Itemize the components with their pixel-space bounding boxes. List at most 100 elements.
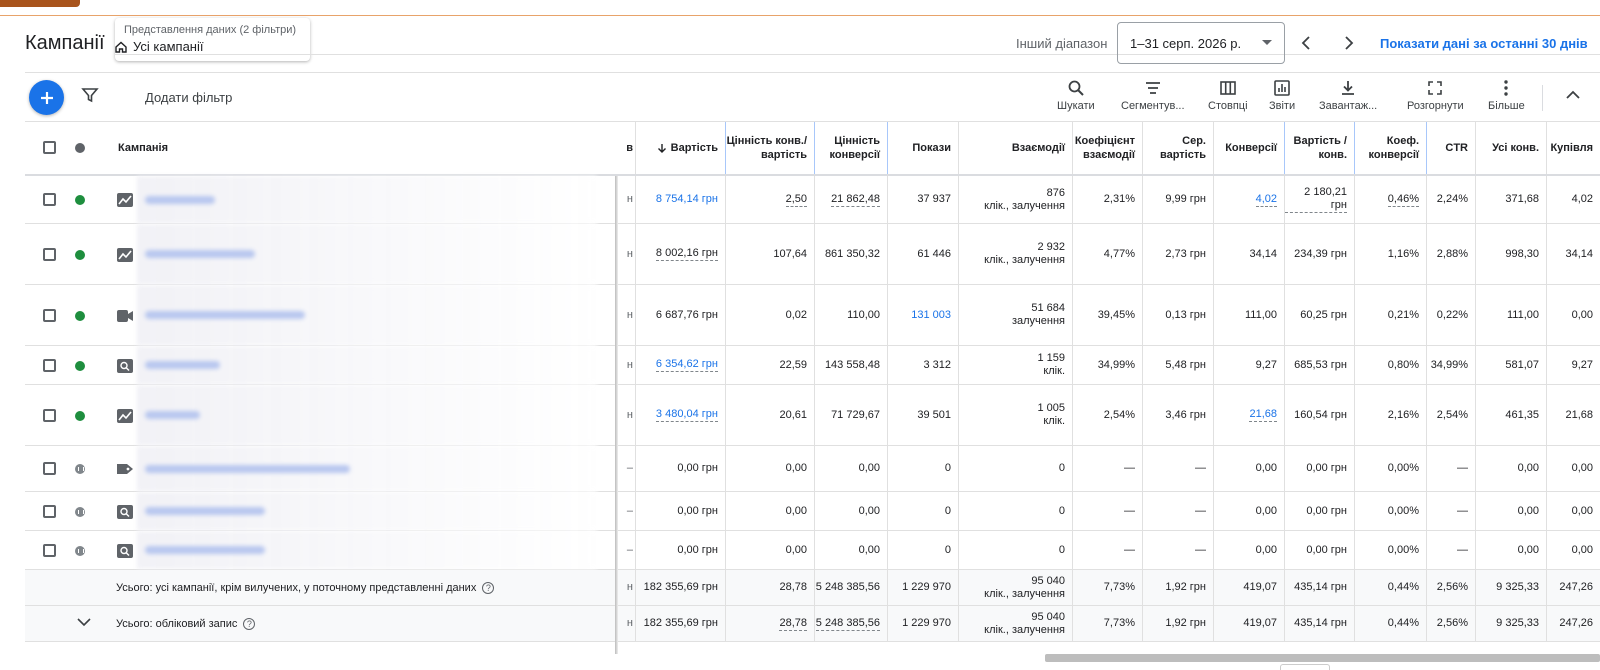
last-30-days-link[interactable]: Показати дані за останні 30 днів [1380, 36, 1588, 51]
cell-value: 0 [944, 543, 951, 556]
cell-conv-value: 0,00 [815, 492, 888, 530]
col-header-purchase[interactable]: Купівля [1550, 142, 1593, 154]
table-row[interactable]: н 6 687,76 грн 0,02 110,00 131 003 51 684 залу… [25, 285, 1600, 346]
cell-conv-value: 5 248 385,56 [815, 570, 888, 605]
cell-cost: 182 355,69 грн [636, 606, 726, 641]
status-enabled-icon[interactable] [75, 195, 85, 205]
horizontal-scrollbar[interactable] [1045, 654, 1600, 662]
col-header-conv-rate[interactable]: Коеф. конверсії [1355, 122, 1427, 174]
cell-value: 0,21% [1387, 308, 1419, 321]
status-paused-icon[interactable] [75, 464, 85, 474]
filter-button[interactable] [81, 86, 99, 109]
columns-tool-button[interactable]: Стовпці [1208, 79, 1248, 119]
col-header-interactions[interactable]: Взаємодії [959, 122, 1073, 174]
col-header-conversions[interactable]: Конверсії [1214, 122, 1285, 174]
download-tool-button[interactable]: Завантаж... [1319, 79, 1377, 119]
cell-value: 0,00 грн [1306, 543, 1347, 556]
cell-value: 2,24% [1436, 193, 1468, 205]
col-header-cost-per-conv[interactable]: Вартість / конв. [1285, 122, 1355, 174]
table-row[interactable]: – 0,00 грн 0,00 0,00 0 0 — — 0,00 0,00 грн 0,00% — 0… [25, 492, 1600, 531]
status-enabled-icon[interactable] [75, 310, 85, 321]
table-row[interactable]: н 8 754,14 грн 2,50 21 862,48 37 937 876 клік.… [25, 176, 1600, 224]
add-filter-button[interactable]: Додати фільтр [145, 90, 233, 105]
cell-value: 9 325,33 [1496, 581, 1539, 593]
cell-value: 143 558,48 [824, 358, 880, 371]
cell-avg-cost: 0,13 грн [1143, 285, 1214, 345]
summary-label-text: Усього: обліковий запис [116, 617, 238, 630]
row-checkbox[interactable] [43, 247, 56, 261]
cell-value: — [1195, 543, 1206, 556]
table-row[interactable]: н 6 354,62 грн 22,59 143 558,48 3 312 1 159 кл… [25, 346, 1600, 385]
cell-all-conv: 0,00 [1476, 492, 1547, 530]
help-icon[interactable]: ? [482, 581, 495, 594]
help-icon[interactable]: ? [243, 617, 256, 630]
col-header-conv-value-cost[interactable]: Цінність конв./вартість [726, 122, 815, 174]
col-header-avg-cost[interactable]: Сер. вартість [1143, 122, 1214, 174]
col-header-cost[interactable]: Вартість [636, 122, 726, 174]
campaign-name-redacted[interactable] [137, 285, 597, 345]
col-header-campaign[interactable]: Кампанія [118, 142, 168, 154]
create-campaign-button[interactable] [29, 80, 64, 115]
status-enabled-icon[interactable] [75, 410, 85, 421]
col-header-cut[interactable]: в [617, 122, 636, 174]
cell-conversions: 111,00 [1214, 285, 1285, 345]
status-paused-icon[interactable] [75, 545, 85, 556]
cell-value: 461,35 [1505, 408, 1539, 421]
segment-tool-button[interactable]: Сегментув... [1121, 79, 1185, 119]
cell-all-conv: 111,00 [1476, 285, 1547, 345]
cell-value: 182 355,69 грн [643, 581, 718, 593]
cell-ctr: — [1427, 446, 1476, 491]
prev-period-button[interactable] [1293, 30, 1319, 56]
campaign-name-redacted[interactable] [137, 346, 597, 384]
cell-value: 37 937 [917, 193, 951, 205]
search-tool-button[interactable]: Шукати [1057, 79, 1095, 119]
campaign-name-redacted[interactable] [137, 176, 597, 223]
row-checkbox[interactable] [43, 408, 56, 422]
chevron-left-icon [1301, 36, 1310, 50]
expand-tool-button[interactable]: Розгорнути [1407, 79, 1464, 119]
chevron-right-icon [1345, 36, 1354, 50]
row-checkbox[interactable] [43, 308, 56, 322]
row-checkbox[interactable] [43, 504, 56, 518]
table-row[interactable]: н 8 002,16 грн 107,64 861 350,32 61 446 2 932… [25, 224, 1600, 285]
campaign-name-redacted[interactable] [137, 446, 597, 491]
campaign-name-redacted[interactable] [137, 492, 597, 530]
cell-value: 6 354,62 грн [655, 358, 718, 372]
row-checkbox[interactable] [43, 462, 56, 475]
col-header-conv-value[interactable]: Цінність конверсії [815, 122, 888, 174]
cell-value: н [626, 193, 633, 205]
reports-tool-button[interactable]: Звіти [1269, 79, 1295, 119]
banner-tab [0, 0, 80, 7]
table-row[interactable]: н 3 480,04 грн 20,61 71 729,67 39 501 1 005 кл… [25, 385, 1600, 446]
campaign-name-redacted[interactable] [137, 531, 597, 569]
table-row[interactable]: – 0,00 грн 0,00 0,00 0 0 — — 0,00 0,00 грн 0,00% — 0… [25, 531, 1600, 570]
cell-conv-value-cost: 0,00 [726, 446, 815, 491]
expand-account-total-button[interactable] [77, 617, 91, 630]
cell-value: 0,13 грн [1165, 308, 1206, 321]
col-header-all-conv[interactable]: Усі конв. [1476, 122, 1547, 174]
more-tool-button[interactable]: Більше [1488, 79, 1525, 119]
status-enabled-icon[interactable] [75, 249, 85, 260]
status-enabled-icon[interactable] [75, 360, 85, 371]
row-checkbox[interactable] [43, 543, 56, 557]
next-period-button[interactable] [1336, 30, 1362, 56]
row-checkbox[interactable] [43, 358, 56, 372]
interactions-type: залучення [1011, 315, 1065, 327]
col-header-interaction-rate[interactable]: Коефіцієнт взаємодії [1073, 122, 1143, 174]
collapse-toolbar-button[interactable] [1565, 87, 1581, 108]
view-name: Усі кампанії [133, 39, 204, 54]
col-header-impressions[interactable]: Покази [888, 122, 959, 174]
table-row[interactable]: – 0,00 грн 0,00 0,00 0 0 — — 0,00 0,00 грн 0,00% — 0… [25, 446, 1600, 492]
status-paused-icon[interactable] [75, 506, 85, 517]
date-range-select[interactable]: 1–31 серп. 2026 р. [1117, 22, 1285, 64]
cell-value: 6 687,76 грн [655, 308, 718, 321]
campaign-name-redacted[interactable] [137, 224, 597, 284]
col-header-ctr[interactable]: CTR [1427, 122, 1476, 174]
cell-conv-value-cost: 0,02 [726, 285, 815, 345]
cell-value: — [1457, 462, 1468, 474]
campaign-name-redacted[interactable] [137, 385, 597, 445]
row-checkbox[interactable] [43, 193, 56, 206]
select-all-checkbox[interactable] [43, 141, 56, 154]
data-view-selector[interactable]: Представлення даних (2 фільтри) Усі камп… [115, 18, 1600, 61]
cell-purchase: 0,00 [1547, 492, 1600, 530]
